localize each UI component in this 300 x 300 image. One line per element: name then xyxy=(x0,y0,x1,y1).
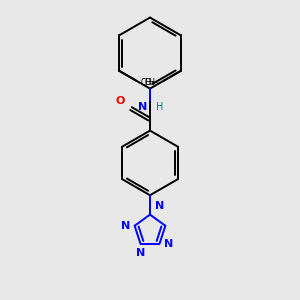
Text: N: N xyxy=(164,239,174,249)
Text: O: O xyxy=(116,96,125,106)
Text: H: H xyxy=(157,102,164,112)
Text: N: N xyxy=(138,102,148,112)
Text: CH₃: CH₃ xyxy=(145,78,159,87)
Text: N: N xyxy=(121,221,130,231)
Text: N: N xyxy=(136,248,145,258)
Text: N: N xyxy=(155,201,164,212)
Text: CH₃: CH₃ xyxy=(141,78,155,87)
